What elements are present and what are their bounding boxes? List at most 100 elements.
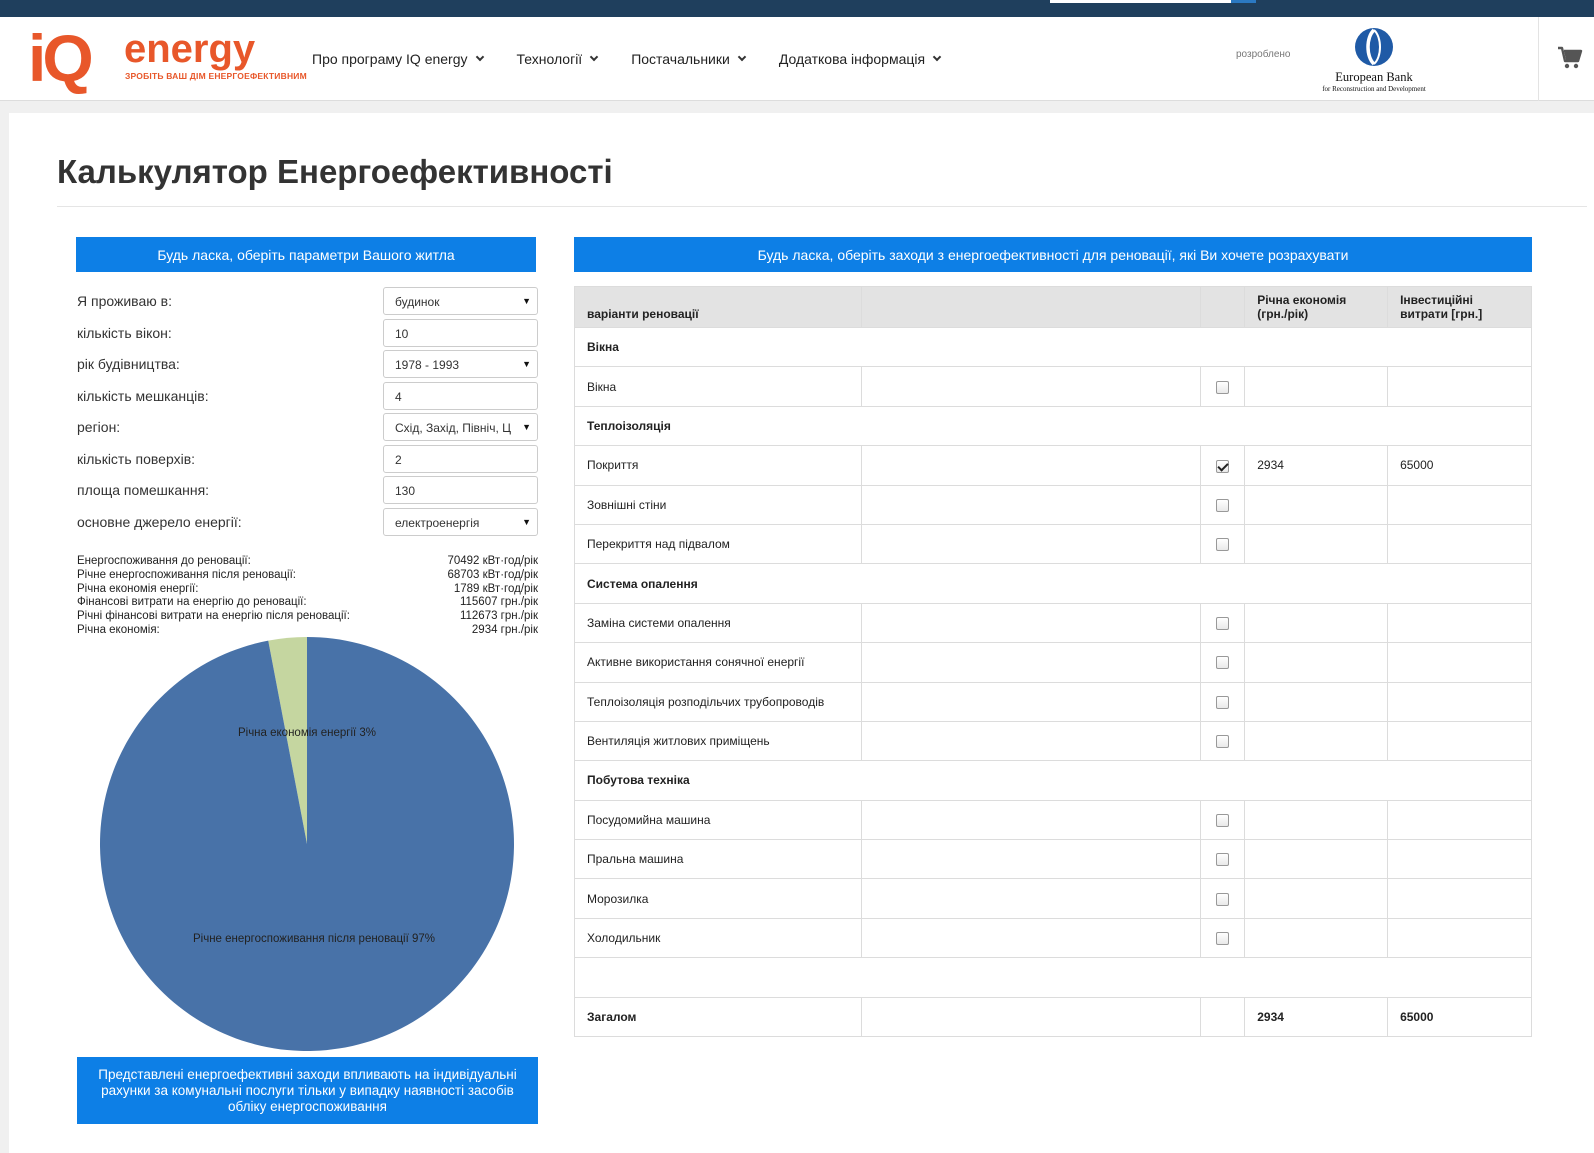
measure-checkbox[interactable]	[1216, 498, 1230, 512]
ebrd-logo[interactable]: European Bank for Reconstruction and Dev…	[1306, 27, 1442, 99]
form-row: основне джерело енергії: електроенергія ▼	[77, 507, 545, 536]
savings-cell: 2934	[1244, 445, 1389, 486]
investment-cell	[1387, 720, 1532, 762]
main-content: Калькулятор Енергоефективності Будь ласк…	[9, 113, 1594, 1153]
investment-cell	[1387, 366, 1532, 407]
param-input[interactable]: 4	[383, 381, 538, 410]
param-select[interactable]: Схід, Захід, Північ, Ц ▼	[383, 413, 538, 441]
dropdown-arrow-icon: ▼	[522, 296, 531, 306]
col-blank	[860, 286, 1202, 328]
measure-checkbox[interactable]	[1216, 892, 1230, 906]
total-savings: 2934	[1244, 996, 1389, 1038]
checkbox-cell	[1200, 642, 1246, 683]
total-investment: 65000	[1387, 996, 1532, 1038]
savings-cell	[1244, 878, 1389, 919]
measure-checkbox[interactable]	[1216, 538, 1230, 552]
site-header: iQ energy ЗРОБІТЬ ВАШ ДІМ ЕНЕРГОЕФЕКТИВН…	[0, 17, 1594, 101]
form-label: площа помешкання:	[77, 482, 210, 498]
measure-label: Заміна системи опалення	[574, 602, 862, 644]
nav-suppliers[interactable]: Постачальники	[631, 51, 747, 67]
checkbox-cell	[1200, 523, 1246, 565]
field-value: 10	[395, 326, 409, 341]
cart-icon[interactable]	[1557, 45, 1583, 71]
measure-checkbox[interactable]	[1216, 617, 1230, 631]
group-label: Побутова техніка	[574, 760, 1532, 801]
results-summary: Енергоспоживання до реновації: 70492 кВт·…	[77, 555, 538, 638]
empty-cell	[860, 642, 1202, 683]
savings-cell	[1244, 839, 1389, 880]
checkbox-cell	[1200, 366, 1246, 407]
empty-cell	[860, 839, 1202, 880]
investment-cell: 65000	[1387, 445, 1532, 486]
param-select[interactable]: будинок ▼	[383, 287, 538, 315]
form-label: рік будівництва:	[77, 356, 180, 372]
field-value: Схід, Захід, Північ, Ц	[395, 421, 512, 435]
ebrd-subtitle: for Reconstruction and Development	[1322, 85, 1426, 93]
chevron-down-icon	[475, 52, 484, 62]
main-nav: Про програму IQ energy Технології Постач…	[312, 17, 974, 101]
investment-cell	[1387, 917, 1532, 959]
title-divider	[57, 206, 1587, 207]
nav-label: Додаткова інформація	[778, 51, 926, 67]
pie-slice-consumption[interactable]	[99, 637, 515, 1051]
page-title: Калькулятор Енергоефективності	[57, 153, 613, 190]
pie-slice-savings[interactable]	[268, 637, 307, 844]
stat-label: Річні фінансові витрати на енергію після…	[77, 610, 350, 623]
measure-checkbox[interactable]	[1216, 853, 1230, 867]
table-group-row: Побутова техніка	[574, 760, 1532, 801]
measure-label: Посудомийна машина	[574, 799, 862, 841]
empty-cell	[860, 996, 1202, 1038]
cart-divider	[1538, 17, 1539, 101]
checkbox-cell	[1200, 878, 1246, 919]
param-input[interactable]: 10	[383, 318, 538, 347]
logo-slogan: ЗРОБІТЬ ВАШ ДІМ ЕНЕРГОЕФЕКТИВНИМ	[125, 71, 307, 81]
nav-label: Про програму IQ energy	[312, 51, 468, 67]
measure-checkbox[interactable]	[1216, 735, 1230, 749]
empty-cell	[860, 366, 1202, 407]
checkbox-cell	[1200, 484, 1246, 525]
iq-energy-logo[interactable]: iQ energy ЗРОБІТЬ ВАШ ДІМ ЕНЕРГОЕФЕКТИВН…	[28, 23, 307, 97]
measure-label: Морозилка	[574, 878, 862, 919]
param-select[interactable]: 1978 - 1993 ▼	[383, 350, 538, 378]
table-row: Заміна системи опалення	[574, 602, 1532, 644]
chevron-down-icon	[589, 52, 599, 62]
spacer-cell	[574, 957, 1532, 998]
savings-cell	[1244, 523, 1389, 565]
empty-cell	[860, 878, 1202, 919]
stat-label: Річна економія енергії:	[77, 582, 199, 595]
form-row: кількість поверхів: 2	[77, 444, 545, 473]
form-row: кількість мешканців: 4	[77, 381, 545, 410]
developed-by-label: розроблено	[1236, 49, 1291, 60]
nav-about-program[interactable]: Про програму IQ energy	[312, 51, 484, 67]
measure-checkbox[interactable]	[1216, 814, 1230, 828]
param-select[interactable]: електроенергія ▼	[383, 507, 538, 536]
measure-checkbox[interactable]	[1216, 380, 1230, 394]
measure-checkbox[interactable]	[1216, 656, 1230, 670]
stat-row: Річне енергоспоживання після реновації: 6…	[77, 569, 538, 583]
measure-checkbox[interactable]	[1216, 459, 1230, 473]
measure-label: Вікна	[574, 366, 862, 407]
checkbox-cell	[1200, 720, 1246, 762]
top-strip	[0, 0, 1594, 17]
form-row: Я проживаю в: будинок ▼	[77, 287, 545, 315]
measure-checkbox[interactable]	[1216, 932, 1230, 946]
field-value: 130	[395, 484, 416, 498]
investment-cell	[1387, 878, 1532, 919]
param-input[interactable]: 130	[383, 476, 538, 504]
investment-cell	[1387, 642, 1532, 683]
stat-value: 1789 кВт·год/рік	[453, 582, 538, 595]
logo-energy-word: energy	[124, 27, 256, 71]
measure-checkbox[interactable]	[1216, 695, 1230, 709]
param-input[interactable]: 2	[383, 444, 538, 473]
table-row: Морозилка	[574, 878, 1532, 919]
table-row: Вентиляція житлових приміщень	[574, 720, 1532, 762]
measure-label: Пральна машина	[574, 839, 862, 880]
table-row: Теплоізоляція розподільчих трубопроводів	[574, 681, 1532, 722]
nav-technologies[interactable]: Технології	[517, 51, 599, 67]
measure-label: Теплоізоляція розподільчих трубопроводів	[574, 681, 862, 722]
form-label: Я проживаю в:	[77, 293, 172, 309]
form-row: регіон: Схід, Захід, Північ, Ц ▼	[77, 413, 545, 441]
nav-additional-info[interactable]: Додаткова інформація	[778, 51, 942, 67]
measures-header: Будь ласка, оберіть заходи з енергоефект…	[574, 237, 1532, 272]
empty-cell	[1200, 996, 1246, 1038]
